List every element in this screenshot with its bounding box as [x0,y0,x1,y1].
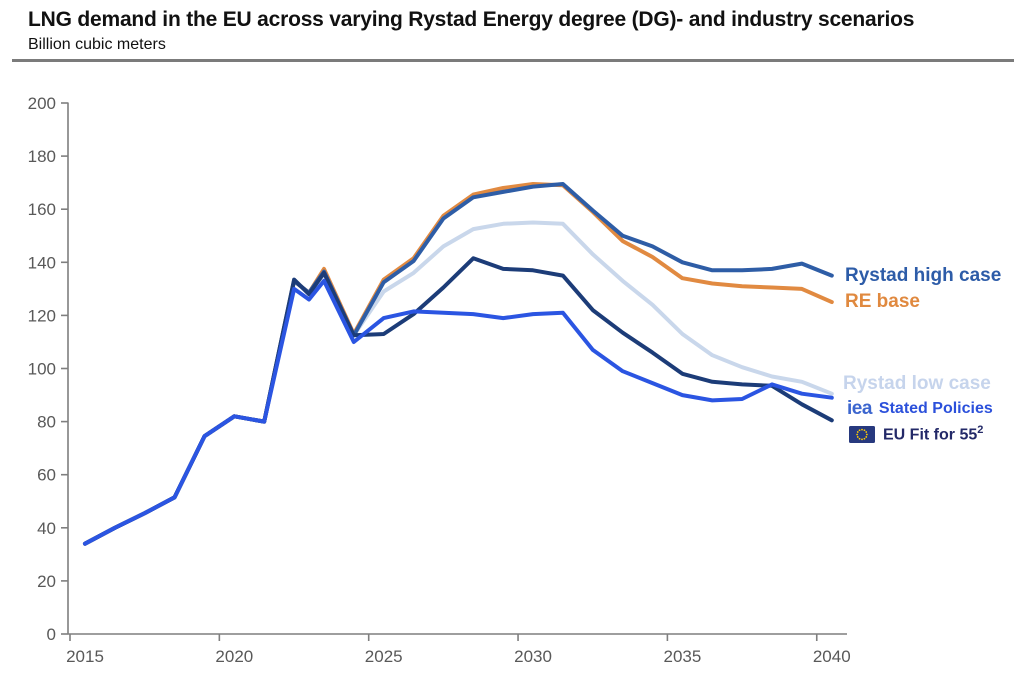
page-subtitle: Billion cubic meters [28,36,166,53]
legend-stated-policies: iea Stated Policies [847,399,993,418]
svg-text:100: 100 [28,360,56,379]
eu-fit-superscript: 2 [977,424,984,436]
iea-logo-icon: iea [847,398,872,419]
header-divider [12,59,1014,62]
svg-text:20: 20 [37,572,56,591]
svg-text:60: 60 [37,466,56,485]
legend-rystad-low-case: Rystad low case [843,373,991,394]
legend-re-base: RE base [845,291,920,312]
svg-text:2015: 2015 [66,647,104,666]
svg-text:2025: 2025 [365,647,403,666]
legend-eu-fit-label: EU Fit for 552 [883,424,984,444]
svg-text:200: 200 [28,94,56,113]
legend-eu-fit-for-55: EU Fit for 552 [849,424,983,444]
svg-text:80: 80 [37,413,56,432]
svg-text:180: 180 [28,147,56,166]
legend-rystad-high-case: Rystad high case [845,265,1002,286]
svg-text:40: 40 [37,519,56,538]
page-title: LNG demand in the EU across varying Ryst… [28,8,915,31]
svg-text:2030: 2030 [514,647,552,666]
eu-flag-icon [849,425,875,443]
svg-text:2020: 2020 [215,647,253,666]
svg-text:2040: 2040 [813,647,851,666]
legend-stated-policies-label: Stated Policies [878,399,993,417]
svg-text:2035: 2035 [663,647,701,666]
svg-text:140: 140 [28,253,56,272]
svg-text:120: 120 [28,306,56,325]
svg-text:0: 0 [47,625,56,644]
svg-text:160: 160 [28,200,56,219]
